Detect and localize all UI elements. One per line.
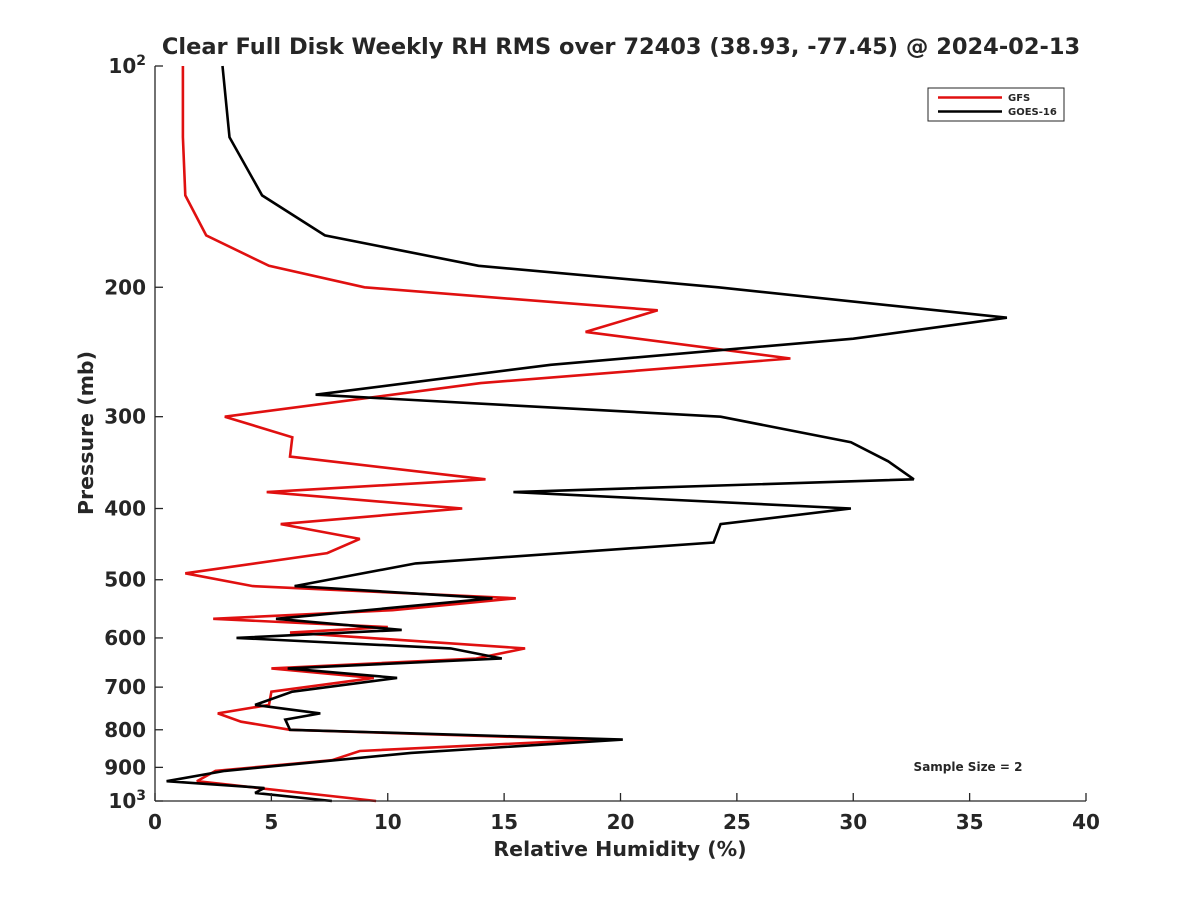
x-tick-label: 0 <box>148 810 162 834</box>
chart-title: Clear Full Disk Weekly RH RMS over 72403… <box>162 34 1080 60</box>
legend: GFS GOES-16 <box>927 87 1065 122</box>
series-line-goes-16 <box>166 65 1008 803</box>
y-tick-label: 300 <box>104 405 146 429</box>
x-tick-label: 30 <box>839 810 867 834</box>
y-tick-label: 600 <box>104 626 146 650</box>
legend-label-goes-16: GOES-16 <box>1008 107 1057 118</box>
y-tick-exponent: 2 <box>136 53 146 69</box>
sample-size-annotation: Sample Size = 2 <box>914 760 1023 774</box>
y-tick-base: 10 <box>108 789 136 813</box>
y-tick-label: 103 <box>108 788 146 813</box>
y-tick-label: 400 <box>104 497 146 521</box>
y-tick-label: 102 <box>108 53 146 78</box>
y-tick-label: 200 <box>104 275 146 299</box>
x-tick-label: 35 <box>956 810 984 834</box>
x-tick-label: 40 <box>1072 810 1100 834</box>
x-ticks: 0 5 10 15 20 25 30 35 40 <box>148 793 1100 834</box>
x-tick-label: 25 <box>723 810 751 834</box>
y-axis-label: Pressure (mb) <box>74 351 98 515</box>
series-layer <box>166 65 1008 803</box>
y-tick-exponent: 3 <box>136 788 146 804</box>
legend-label-gfs: GFS <box>1008 93 1030 104</box>
y-tick-label: 900 <box>104 755 146 779</box>
legend-box <box>927 87 1065 122</box>
y-tick-base: 10 <box>108 54 136 78</box>
series-line-gfs <box>181 66 791 803</box>
x-tick-label: 5 <box>264 810 278 834</box>
x-axis-label: Relative Humidity (%) <box>493 837 746 861</box>
y-tick-label: 800 <box>104 718 146 742</box>
plot-area: 0 5 10 15 20 25 30 35 40 10220030040050060070080… <box>104 53 1100 834</box>
x-tick-label: 15 <box>490 810 518 834</box>
y-tick-label: 700 <box>104 675 146 699</box>
y-tick-label: 500 <box>104 568 146 592</box>
x-tick-label: 10 <box>374 810 402 834</box>
x-tick-label: 20 <box>607 810 635 834</box>
